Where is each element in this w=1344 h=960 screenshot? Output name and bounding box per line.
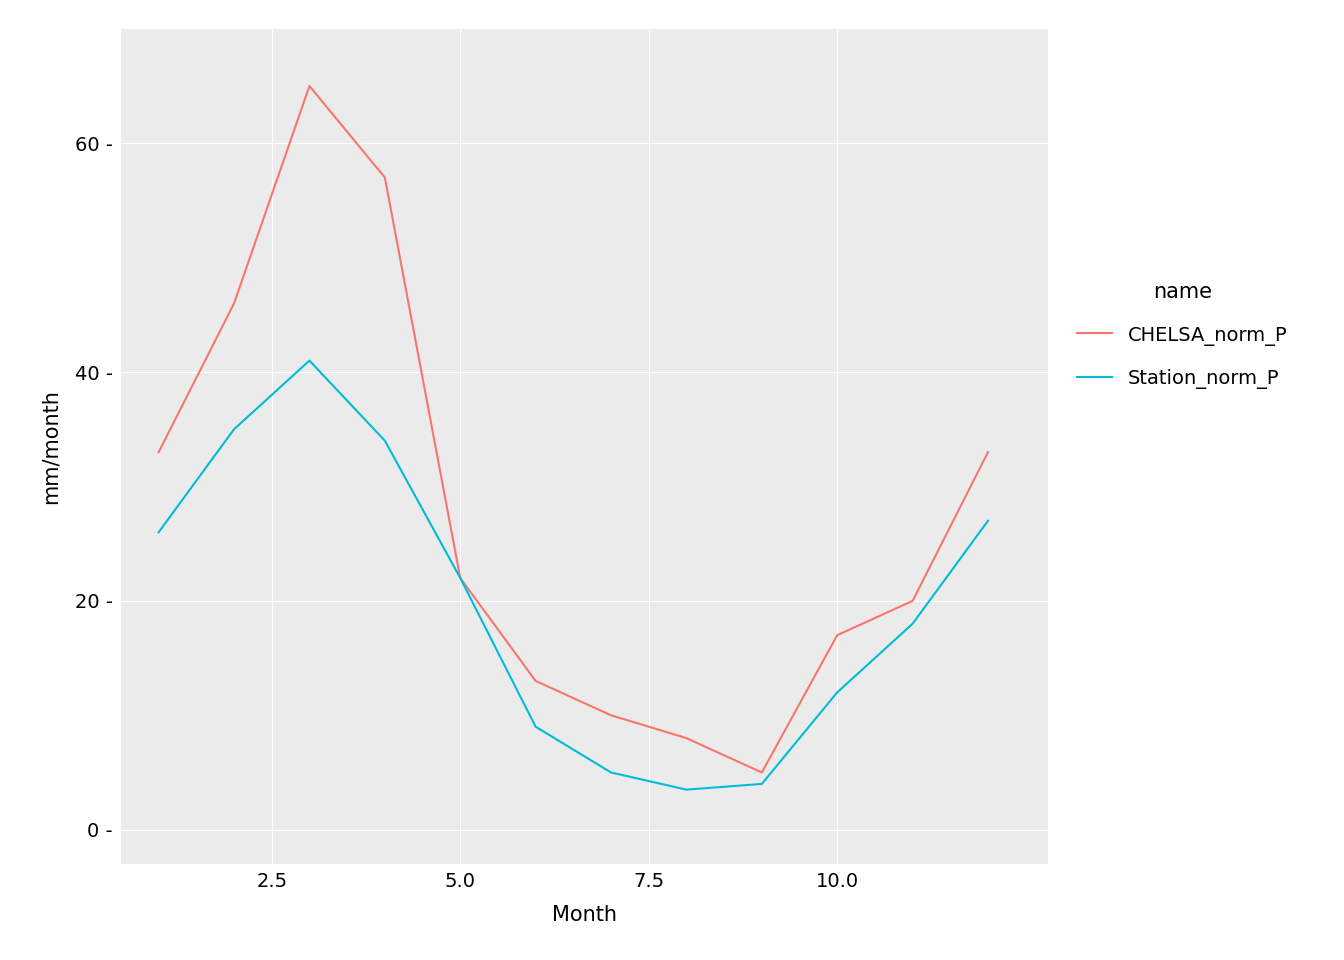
Station_norm_P [603, 767, 620, 779]
X-axis label: Month: Month [552, 905, 617, 925]
Station_norm_P [376, 435, 392, 446]
CHELSA_norm_P [980, 446, 996, 458]
Station_norm_P [829, 686, 845, 698]
Y-axis label: mm/month: mm/month [40, 389, 60, 504]
CHELSA_norm_P [452, 572, 468, 584]
CHELSA_norm_P [226, 298, 242, 309]
CHELSA_norm_P [679, 732, 695, 744]
CHELSA_norm_P [376, 172, 392, 183]
CHELSA_norm_P [603, 709, 620, 721]
Station_norm_P [754, 779, 770, 790]
Station_norm_P [679, 784, 695, 796]
Station_norm_P [905, 618, 921, 630]
Station_norm_P [151, 526, 167, 538]
Station_norm_P [226, 423, 242, 435]
Legend: CHELSA_norm_P, Station_norm_P: CHELSA_norm_P, Station_norm_P [1067, 273, 1297, 399]
Station_norm_P [980, 515, 996, 526]
CHELSA_norm_P [528, 675, 544, 686]
CHELSA_norm_P [829, 630, 845, 641]
CHELSA_norm_P [301, 81, 317, 92]
CHELSA_norm_P [151, 446, 167, 458]
CHELSA_norm_P [905, 595, 921, 607]
CHELSA_norm_P [754, 767, 770, 779]
Station_norm_P [452, 572, 468, 584]
Station_norm_P [301, 355, 317, 367]
Line: Station_norm_P: Station_norm_P [159, 361, 988, 790]
Station_norm_P [528, 721, 544, 732]
Line: CHELSA_norm_P: CHELSA_norm_P [159, 86, 988, 773]
